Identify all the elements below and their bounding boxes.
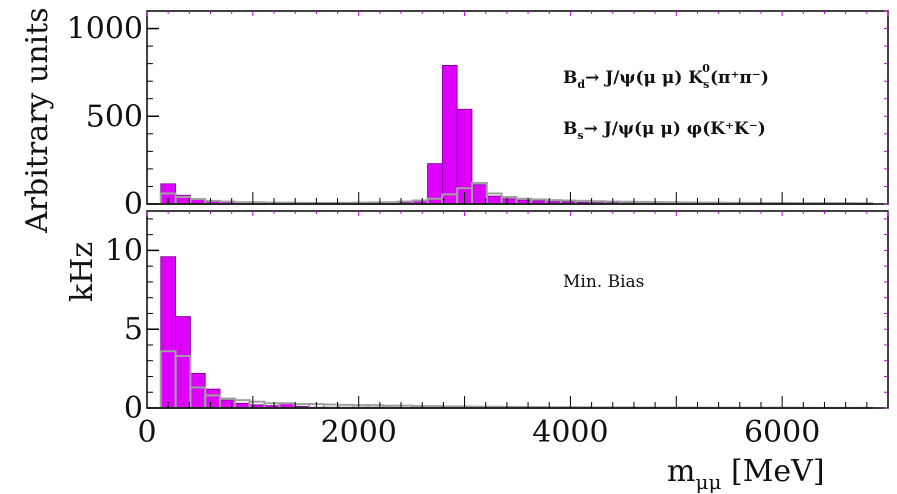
y-axis-title-top: Arbitrary units xyxy=(20,7,55,234)
x-tick-label-3: 6000 xyxy=(744,415,820,450)
bottom-series0-bar-2 xyxy=(189,372,206,409)
top-series0-bar-20 xyxy=(456,108,473,205)
bd-rest: → J/ψ(μ μ) K xyxy=(585,68,704,88)
top-panel-y-tick-labels: 0 500 1000 xyxy=(67,12,143,222)
bd-ks-sub: s xyxy=(703,78,709,91)
x-axis-title: mμμ [MeV] xyxy=(667,454,825,494)
top-series0-bar-19 xyxy=(441,64,458,205)
bottom-series0-bar-1 xyxy=(175,316,191,409)
bottom-panel-bars xyxy=(159,256,874,410)
x-tick-label-1: 2000 xyxy=(321,415,397,450)
bottom-series0-bar-4 xyxy=(219,399,236,409)
bs-b: B xyxy=(563,119,577,139)
x-title-sub: μμ xyxy=(695,470,721,494)
bottom-panel: 0 5 10 0 2000 4000 6000 Min. Bias xyxy=(105,210,889,450)
bottom-y-tick-label-2: 10 xyxy=(105,233,143,268)
bd-tail: (π⁺π⁻) xyxy=(710,68,769,88)
bd-sub: d xyxy=(577,78,585,91)
top-annotation-bs: Bs→ J/ψ(μ μ) φ(K⁺K⁻) xyxy=(563,119,766,142)
top-panel-ticks xyxy=(146,10,889,205)
bottom-annotation-minbias: Min. Bias xyxy=(563,272,644,292)
bs-rest: → J/ψ(μ μ) φ(K⁺K⁻) xyxy=(584,119,766,139)
top-y-tick-label-0: 0 xyxy=(124,187,143,222)
x-tick-label-0: 0 xyxy=(137,415,156,450)
bd-ks-sup: 0 xyxy=(702,62,710,75)
x-tick-labels: 0 2000 4000 6000 xyxy=(137,415,820,450)
bottom-series0-bar-0 xyxy=(160,256,176,409)
top-annotation-bd: Bd→ J/ψ(μ μ) Ks 0(π⁺π⁻) xyxy=(563,62,769,91)
bottom-y-tick-label-1: 5 xyxy=(124,312,143,347)
x-title-m: m xyxy=(667,454,695,489)
top-series0-bar-21 xyxy=(471,184,488,205)
bs-sub: s xyxy=(577,129,583,142)
top-y-tick-label-1: 500 xyxy=(86,99,143,134)
y-axis-title-bottom: kHz xyxy=(65,242,100,302)
top-y-tick-label-2: 1000 xyxy=(67,12,143,47)
top-panel-frame xyxy=(146,10,889,205)
top-series0-bar-22 xyxy=(486,195,503,205)
x-title-unit: [MeV] xyxy=(721,454,824,489)
bottom-y-tick-label-0: 0 xyxy=(124,391,143,426)
bottom-panel-y-tick-labels: 0 5 10 xyxy=(105,233,143,426)
bottom-panel-frame xyxy=(146,210,889,409)
bottom-series0-bar-3 xyxy=(204,388,221,409)
bd-b: B xyxy=(563,68,577,88)
x-tick-label-2: 4000 xyxy=(532,415,608,450)
bottom-panel-ticks xyxy=(146,211,889,409)
